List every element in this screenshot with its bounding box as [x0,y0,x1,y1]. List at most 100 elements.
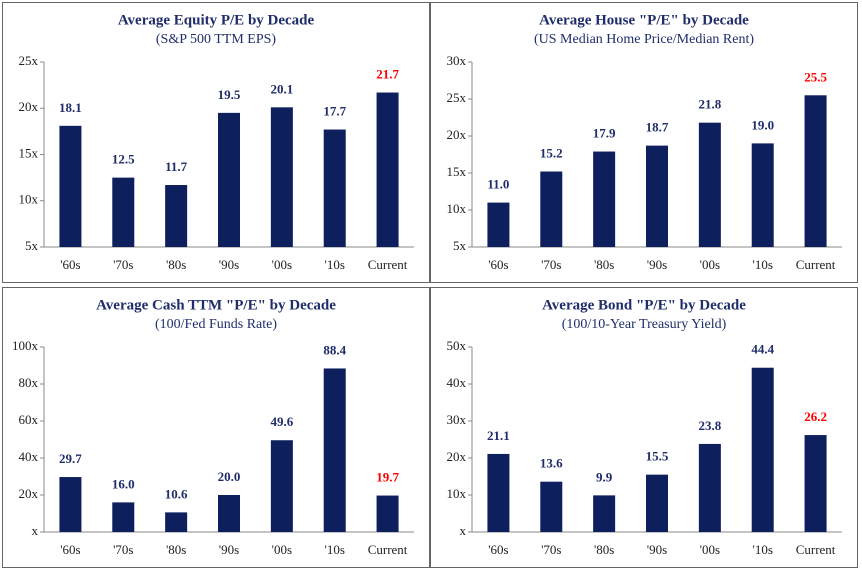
bar [646,145,668,247]
value-label: 19.5 [218,87,241,102]
bar [112,502,135,532]
x-tick-label: '60s [60,542,80,557]
x-tick-label: '80s [166,542,186,557]
value-label: 17.9 [593,126,616,141]
y-tick-label: 40x [447,375,467,390]
chart-title: Average Cash TTM "P/E" by Decade [96,297,336,313]
value-label: 20.1 [270,81,293,96]
y-tick-label: 20x [19,99,39,114]
x-tick-label: '00s [700,542,720,557]
value-label: 25.5 [804,69,827,84]
bar [593,495,616,532]
bar [270,107,293,247]
x-tick-label: '80s [594,257,614,272]
chart-panel: Average Equity P/E by Decade (S&P 500 TTM… [2,2,430,283]
chart-panel: Average House "P/E" by Decade (US Median … [430,2,858,283]
x-tick-label: Current [796,257,836,272]
value-label: 17.7 [323,104,346,119]
x-tick-label: '90s [219,257,239,272]
value-label: 11.0 [487,177,509,192]
bar [698,443,721,532]
chart-title: Average Bond "P/E" by Decade [542,297,746,313]
value-label: 13.6 [540,456,563,471]
x-tick-label: '60s [488,257,508,272]
x-tick-label: '10s [753,542,773,557]
bar [540,171,563,247]
value-label: 29.7 [59,451,82,466]
bar [593,151,616,247]
x-tick-label: '10s [325,257,345,272]
bar [323,129,346,247]
x-tick-label: '70s [113,542,133,557]
chart-subtitle: (US Median Home Price/Median Rent) [534,32,754,47]
y-tick-label: 100x [12,338,39,353]
y-tick-label: 15x [447,164,467,179]
x-tick-label: '90s [647,542,667,557]
x-tick-label: '00s [272,542,292,557]
y-tick-label: 30x [447,412,467,427]
y-tick-label: 10x [447,486,467,501]
bar [540,481,563,532]
x-tick-label: '60s [488,542,508,557]
bar [804,435,827,532]
chart-subtitle: (S&P 500 TTM EPS) [156,32,277,47]
chart-subtitle: (100/10-Year Treasury Yield) [562,317,727,332]
chart-subtitle: (100/Fed Funds Rate) [155,317,277,332]
value-label: 18.1 [59,100,82,115]
bar [218,112,240,247]
x-tick-label: '70s [541,257,561,272]
y-tick-label: 15x [19,145,39,160]
chart-title: Average House "P/E" by Decade [539,12,749,28]
value-label: 16.0 [112,476,135,491]
bar [804,95,827,247]
y-tick-label: 20x [447,127,467,142]
value-label: 20.0 [218,469,241,484]
y-tick-label: 25x [19,53,39,68]
y-tick-label: 5x [453,238,467,253]
panel-border [2,2,430,283]
x-tick-label: Current [368,257,408,272]
value-label: 44.4 [751,342,774,357]
value-label: 10.6 [165,486,188,501]
value-label: 21.7 [376,67,399,82]
value-label: 19.0 [751,117,774,132]
y-tick-label: 40x [19,449,39,464]
panel-border [2,287,430,568]
y-tick-label: 25x [447,90,467,105]
bar [751,367,774,532]
x-tick-label: '70s [541,542,561,557]
x-tick-label: '90s [219,542,239,557]
value-label: 26.2 [804,409,827,424]
panel-border [430,287,858,568]
value-label: 49.6 [270,414,293,429]
value-label: 11.7 [165,159,188,174]
x-tick-label: Current [368,542,408,557]
chart-panel: Average Cash TTM "P/E" by Decade (100/Fed… [2,287,430,568]
y-tick-label: 50x [447,338,467,353]
x-tick-label: '80s [594,542,614,557]
value-label: 15.5 [646,449,669,464]
bar [112,177,135,247]
bar [218,495,240,532]
x-tick-label: '00s [700,257,720,272]
x-tick-label: '10s [753,257,773,272]
x-tick-label: '90s [647,257,667,272]
chart-title: Average Equity P/E by Decade [118,12,315,28]
value-label: 88.4 [323,342,346,357]
bar [487,202,510,247]
value-label: 19.7 [376,470,399,485]
panel-border [430,2,858,283]
y-tick-label: 20x [447,449,467,464]
bar [323,368,346,532]
value-label: 23.8 [698,418,721,433]
x-tick-label: '60s [60,257,80,272]
x-tick-label: '80s [166,257,186,272]
bar [646,474,668,532]
value-label: 15.2 [540,146,563,161]
bar [59,477,82,532]
value-label: 21.1 [487,428,510,443]
bar [270,440,293,532]
bar [376,92,399,248]
y-tick-label: 5x [25,238,39,253]
y-tick-label: 20x [19,486,39,501]
